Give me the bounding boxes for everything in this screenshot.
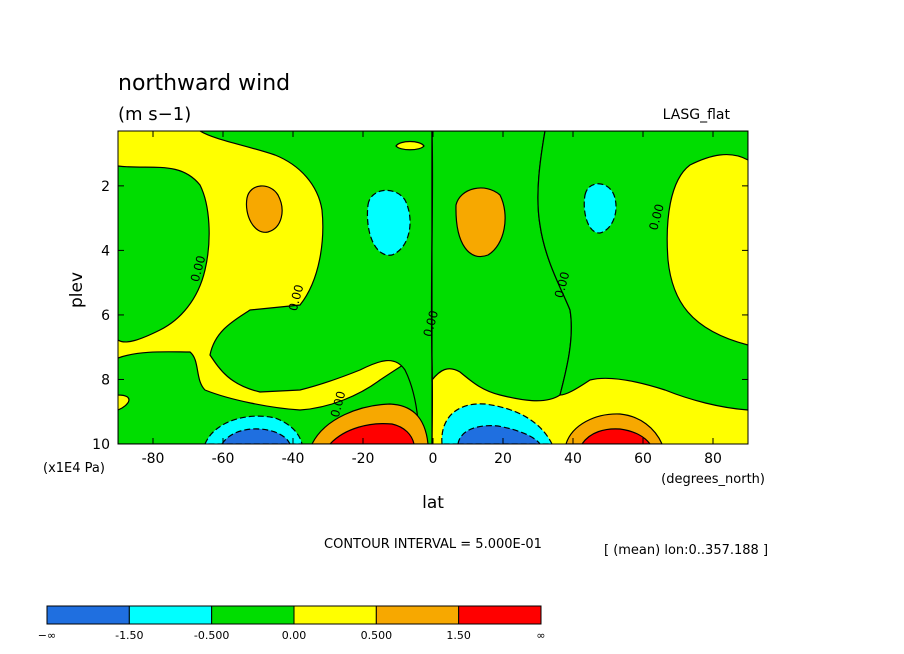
red-jet-north xyxy=(581,428,651,444)
colorbar: −∞ -1.50 -0.500 0.00 0.500 1.50 ∞ xyxy=(38,605,546,642)
contour-interval-text: CONTOUR INTERVAL = 5.000E-01 xyxy=(324,537,542,552)
chart-title: northward wind xyxy=(118,71,290,96)
y-tick-label: 8 xyxy=(101,372,110,388)
green-region-far-south xyxy=(118,165,210,343)
x-tick-label: 0 xyxy=(429,451,438,467)
orange-cell-north xyxy=(455,187,506,257)
y-tick-label: 4 xyxy=(101,243,110,259)
x-tick-label: -20 xyxy=(352,451,375,467)
contour-label: 0.00 xyxy=(646,202,666,231)
colorbar-label: -0.500 xyxy=(194,629,229,642)
contour-label: 0.00 xyxy=(421,309,441,338)
colorbar-label: 1.50 xyxy=(446,629,471,642)
cyan-cell-north xyxy=(583,183,617,234)
contour-label: 0.00 xyxy=(286,283,306,312)
x-tick-label: -40 xyxy=(282,451,305,467)
run-label: LASG_flat xyxy=(663,107,731,123)
plot-area: 0.00 0.00 0.00 0.00 0.00 0.00 xyxy=(118,131,748,444)
contour-label: 0.00 xyxy=(552,270,572,299)
colorbar-swatch xyxy=(375,605,460,625)
colorbar-swatch xyxy=(46,605,130,625)
y-units-label: (x1E4 Pa) xyxy=(43,461,105,476)
x-tick-label: -60 xyxy=(212,451,235,467)
colorbar-swatch xyxy=(293,605,377,625)
x-tick-label: 20 xyxy=(494,451,512,467)
colorbar-label: -1.50 xyxy=(115,629,143,642)
y-axis-title: plev xyxy=(67,272,87,308)
x-tick-label: 40 xyxy=(564,451,582,467)
colorbar-label: 0.500 xyxy=(361,629,393,642)
x-tick-label: 80 xyxy=(704,451,722,467)
y-axis: 2 4 6 8 10 xyxy=(92,179,748,453)
colorbar-label: 0.00 xyxy=(282,629,307,642)
orange-cell-south xyxy=(245,185,283,233)
colorbar-swatch xyxy=(211,605,295,625)
zero-contour-equator xyxy=(430,131,434,444)
blue-jet-south xyxy=(221,428,291,444)
red-jet-south xyxy=(329,423,415,444)
cyan-cell-south xyxy=(366,189,411,256)
x-tick-label: -80 xyxy=(142,451,165,467)
colorbar-label: ∞ xyxy=(536,629,545,642)
colorbar-swatch xyxy=(128,605,213,625)
y-tick-label: 2 xyxy=(101,179,110,195)
colorbar-swatch xyxy=(458,605,542,625)
y-tick-label: 10 xyxy=(92,437,110,453)
x-tick-label: 60 xyxy=(634,451,652,467)
yellow-patch-top xyxy=(395,140,425,151)
y-tick-label: 6 xyxy=(101,308,110,324)
contour-label: 0.00 xyxy=(328,390,348,419)
contour-label: 0.00 xyxy=(188,254,208,283)
mean-note: [ (mean) lon:0..357.188 ] xyxy=(604,543,768,558)
colorbar-label: −∞ xyxy=(38,629,56,642)
units-label: (m s−1) xyxy=(118,104,191,125)
x-units-label: (degrees_north) xyxy=(661,472,765,487)
blue-jet-north xyxy=(457,425,541,444)
x-axis: -80 -60 -40 -20 0 20 40 60 80 xyxy=(142,131,722,467)
contour-labels: 0.00 0.00 0.00 0.00 0.00 0.00 xyxy=(188,202,667,419)
x-axis-title: lat xyxy=(422,493,444,513)
